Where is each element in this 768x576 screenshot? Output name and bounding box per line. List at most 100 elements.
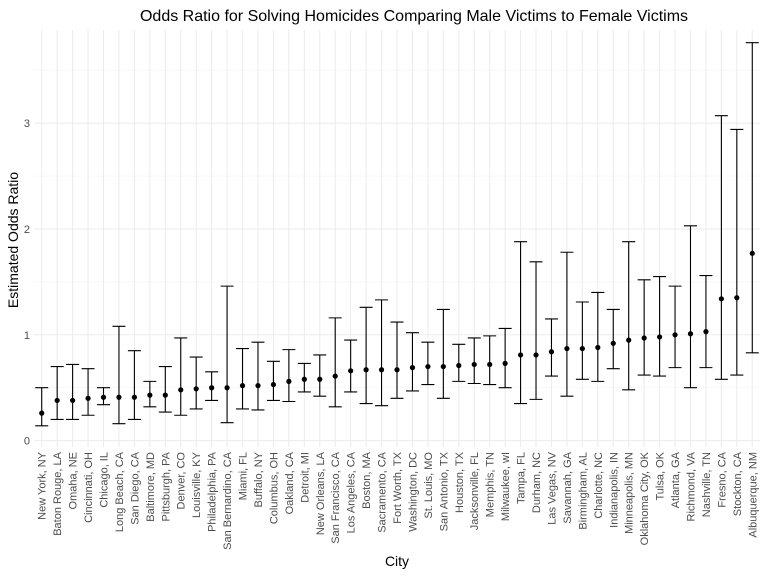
x-tick-label: San Francisco, CA xyxy=(330,451,342,543)
error-bar xyxy=(606,308,620,370)
estimate-point xyxy=(332,373,338,379)
y-axis-tick-labels: 0 1 2 3 xyxy=(24,118,30,448)
estimate-point xyxy=(749,250,755,256)
error-bar xyxy=(498,327,512,389)
x-tick-label: Minneapolis, MN xyxy=(624,452,636,534)
x-tick-label: Louisville, KY xyxy=(191,451,203,518)
error-bar xyxy=(390,321,404,399)
x-tick-label: Milwaukee, wI xyxy=(500,452,512,521)
estimate-point xyxy=(471,361,477,368)
x-tick-label: Baton Rouge, LA xyxy=(52,451,64,535)
error-bar xyxy=(668,285,682,369)
x-tick-label: New Orleans, LA xyxy=(315,451,327,535)
estimate-point xyxy=(533,352,539,358)
x-tick-label: Denver, CO xyxy=(176,452,188,510)
error-bar xyxy=(328,317,342,408)
x-tick-label: Charlotte, NC xyxy=(593,452,605,519)
error-bar xyxy=(730,128,744,376)
error-bar xyxy=(514,241,528,405)
x-tick-label: Pittsburgh, PA xyxy=(160,451,172,521)
error-bar xyxy=(127,350,141,421)
estimate-point xyxy=(656,334,663,340)
estimate-point xyxy=(734,295,740,301)
y-tick-label: 1 xyxy=(24,330,30,342)
error-bar xyxy=(236,348,250,410)
estimate-point xyxy=(687,331,694,337)
estimate-point xyxy=(301,376,307,382)
estimate-point xyxy=(224,385,230,391)
estimate-point xyxy=(270,381,277,388)
x-tick-label: Stockton, CA xyxy=(732,451,744,516)
x-tick-label: Miami, FL xyxy=(238,452,250,500)
x-tick-label: Long Beach, CA xyxy=(114,451,126,532)
x-tick-label: New York, NY xyxy=(37,451,49,520)
error-bar xyxy=(699,274,713,369)
x-tick-label: Chicago, IL xyxy=(99,452,111,508)
estimate-point xyxy=(502,360,508,366)
error-bar xyxy=(189,356,203,410)
x-tick-label: Sacramento, CA xyxy=(377,451,389,532)
error-bar xyxy=(529,261,543,400)
estimate-point xyxy=(456,362,462,369)
estimate-point xyxy=(610,340,616,346)
error-bar xyxy=(591,291,605,382)
estimate-point xyxy=(70,397,76,404)
error-bar xyxy=(683,225,697,389)
error-bars xyxy=(35,42,759,427)
x-tick-label: Baltimore, MD xyxy=(145,452,157,522)
x-tick-label: Houston, TX xyxy=(454,451,466,513)
estimate-point xyxy=(394,367,400,373)
error-bar xyxy=(745,42,759,354)
x-tick-label: Philadelphia, PA xyxy=(207,451,219,532)
x-tick-label: Atlanta, GA xyxy=(670,451,682,508)
estimate-point xyxy=(703,329,709,335)
y-tick-label: 3 xyxy=(24,118,30,130)
error-bar xyxy=(375,299,389,407)
x-tick-label: Washington, DC xyxy=(407,452,419,532)
x-tick-label: Jacksonville, FL xyxy=(469,452,481,530)
estimate-point xyxy=(255,383,261,389)
x-tick-label: Fort Worth, TX xyxy=(392,451,404,523)
error-bar xyxy=(405,332,419,392)
x-tick-label: Indianapolis, IN xyxy=(608,452,620,528)
y-tick-label: 0 xyxy=(24,436,30,448)
error-bar xyxy=(467,337,481,385)
x-tick-label: Las Vegas, NV xyxy=(546,451,558,524)
estimate-point xyxy=(409,365,416,371)
error-bar xyxy=(714,115,728,380)
estimate-point xyxy=(85,395,91,401)
x-tick-label: Omaha, NE xyxy=(68,452,80,509)
x-tick-label: Boston, MA xyxy=(361,451,373,509)
y-axis-title: Estimated Odds Ratio xyxy=(5,172,21,308)
estimate-point xyxy=(317,376,323,382)
error-bar xyxy=(452,343,466,382)
x-tick-label: Cincinnati, OH xyxy=(83,452,95,523)
estimate-point xyxy=(39,410,45,416)
error-bar xyxy=(174,337,188,416)
error-bar xyxy=(66,363,80,421)
x-tick-label: Columbus, OH xyxy=(268,452,280,524)
estimate-point xyxy=(348,368,354,374)
x-tick-label: Oakland, CA xyxy=(284,451,296,514)
error-bar xyxy=(483,335,497,386)
estimate-point xyxy=(440,363,446,370)
estimate-point xyxy=(178,387,184,393)
y-tick-label: 2 xyxy=(24,224,30,236)
x-tick-label: Nashville, TN xyxy=(701,452,713,517)
error-bar xyxy=(544,318,558,377)
error-bar xyxy=(282,349,296,403)
error-bar xyxy=(35,387,49,427)
estimate-point xyxy=(100,394,107,400)
error-bar xyxy=(421,341,435,386)
error-bar xyxy=(436,308,450,399)
chart-title: Odds Ratio for Solving Homicides Compari… xyxy=(140,8,688,25)
x-tick-label: Tampa, FL xyxy=(516,452,528,504)
error-bar xyxy=(622,241,636,391)
error-bar xyxy=(575,301,589,380)
error-bar xyxy=(344,339,358,393)
x-tick-label: San Diego, CA xyxy=(129,451,141,524)
error-bar xyxy=(359,306,373,405)
x-tick-label: Tulsa, OK xyxy=(655,451,667,500)
estimate-point xyxy=(378,367,385,373)
